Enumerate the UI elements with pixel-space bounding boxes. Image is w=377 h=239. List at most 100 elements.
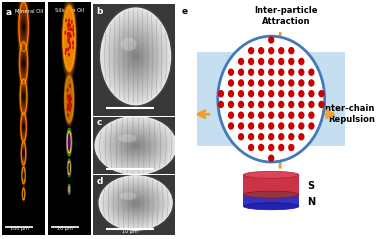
Circle shape [23,174,24,177]
Circle shape [105,14,166,98]
Circle shape [23,125,24,129]
Circle shape [22,169,25,182]
Circle shape [65,32,66,34]
Circle shape [107,182,164,224]
Circle shape [133,201,138,205]
Circle shape [218,90,224,98]
Circle shape [22,144,25,163]
Circle shape [23,193,24,195]
Circle shape [122,38,149,75]
Circle shape [112,129,159,163]
Circle shape [258,144,264,151]
Circle shape [68,40,69,42]
Circle shape [127,197,144,209]
Circle shape [21,13,26,41]
Circle shape [23,149,24,157]
Circle shape [23,94,24,99]
Circle shape [113,186,158,220]
Circle shape [268,90,274,98]
Circle shape [119,33,153,80]
Circle shape [103,11,169,102]
Circle shape [114,27,157,86]
Circle shape [132,143,139,148]
Circle shape [248,58,254,65]
Circle shape [23,190,25,198]
Circle shape [23,191,24,197]
Circle shape [238,112,244,119]
Circle shape [258,122,264,130]
Circle shape [23,188,25,200]
Circle shape [22,144,25,163]
Circle shape [108,18,163,95]
Circle shape [20,41,28,85]
Circle shape [23,95,24,98]
Circle shape [127,140,144,152]
Circle shape [298,101,305,108]
Circle shape [23,189,25,199]
Circle shape [23,123,25,131]
Circle shape [68,39,69,41]
Circle shape [23,61,24,65]
Circle shape [268,112,274,119]
Circle shape [110,22,161,91]
Text: e: e [181,7,187,16]
Circle shape [23,60,24,66]
Circle shape [130,199,141,207]
Circle shape [68,48,69,51]
Circle shape [124,195,147,211]
Circle shape [124,40,147,72]
Circle shape [23,126,24,128]
Circle shape [102,178,169,228]
Circle shape [63,5,75,72]
Circle shape [258,69,264,76]
Circle shape [67,114,68,117]
Circle shape [117,189,154,217]
Circle shape [73,42,74,44]
Circle shape [123,39,148,74]
Circle shape [117,132,154,159]
Circle shape [110,184,161,222]
Circle shape [119,190,153,215]
Circle shape [20,8,27,46]
Circle shape [68,185,70,194]
Circle shape [96,117,175,174]
Circle shape [22,166,25,185]
Circle shape [22,145,25,162]
Circle shape [228,101,234,108]
Circle shape [21,115,26,139]
Circle shape [21,142,26,165]
Circle shape [21,47,26,79]
Circle shape [127,45,144,68]
Circle shape [258,112,264,119]
Circle shape [21,142,26,165]
Circle shape [268,47,274,54]
Circle shape [120,34,152,79]
Circle shape [62,0,77,78]
Circle shape [228,90,234,98]
Circle shape [258,133,264,141]
Circle shape [23,59,24,67]
Circle shape [238,79,244,87]
Circle shape [19,1,28,53]
Circle shape [228,79,234,87]
Circle shape [22,187,25,201]
Circle shape [17,0,30,60]
Circle shape [124,137,147,154]
Circle shape [123,194,148,212]
Circle shape [106,124,166,167]
Circle shape [131,50,140,63]
Circle shape [18,35,29,91]
Circle shape [318,101,325,108]
Circle shape [133,53,138,60]
Circle shape [104,179,167,227]
Circle shape [19,1,28,53]
Circle shape [129,48,142,65]
Circle shape [278,69,284,76]
Circle shape [21,48,26,78]
Circle shape [113,25,158,87]
Circle shape [116,131,155,160]
Circle shape [102,9,170,103]
Circle shape [23,171,25,179]
Circle shape [23,92,25,102]
Circle shape [298,58,305,65]
